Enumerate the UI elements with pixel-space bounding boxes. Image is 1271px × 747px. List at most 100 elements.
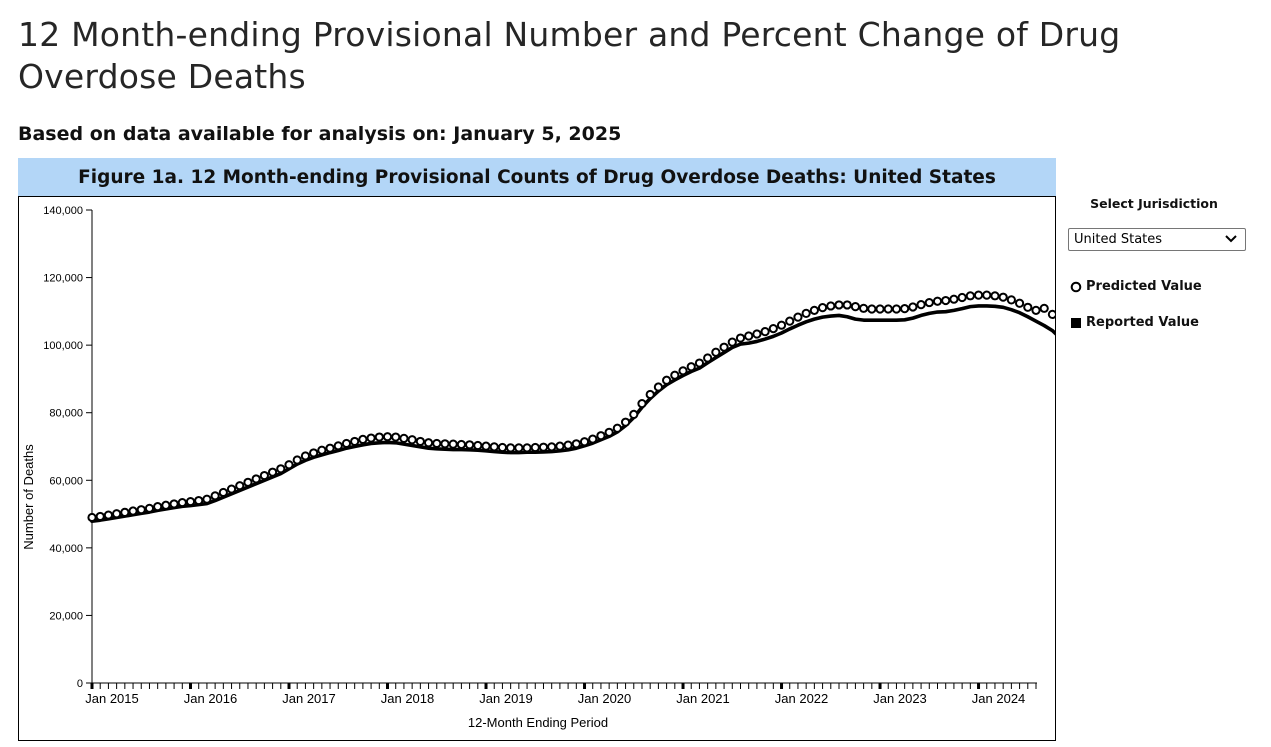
- predicted-value-point: [481, 441, 491, 451]
- predicted-value-point: [506, 443, 516, 453]
- predicted-value-point: [1014, 298, 1025, 308]
- x-tick-label: Jan 2024: [972, 691, 1026, 706]
- overdose-deaths-chart: 0 20,000 40,000 60,000 80,000 100,000 120,000 1…: [21, 205, 1055, 730]
- predicted-value-point: [932, 296, 943, 306]
- x-tick-label: Jan 2017: [282, 691, 336, 706]
- predicted-value-point: [473, 440, 483, 451]
- predicted-value-series: [87, 290, 1055, 523]
- y-tick-label: 0: [77, 678, 83, 690]
- predicted-value-point: [309, 448, 319, 458]
- predicted-value-point: [941, 295, 951, 306]
- predicted-value-point: [826, 301, 836, 311]
- predicted-value-point: [571, 439, 581, 449]
- predicted-value-point: [629, 409, 639, 420]
- predicted-value-point: [243, 477, 253, 487]
- predicted-value-point: [900, 304, 910, 314]
- predicted-value-point: [949, 294, 959, 304]
- predicted-value-point: [432, 438, 442, 449]
- predicted-value-point: [194, 495, 204, 506]
- figure-title: Figure 1a. 12 Month-ending Provisional C…: [78, 167, 996, 188]
- predicted-value-point: [973, 290, 984, 300]
- y-tick-label: 40,000: [49, 543, 83, 555]
- predicted-value-point: [604, 427, 614, 437]
- predicted-value-point: [776, 320, 787, 330]
- data-date-subtitle: Based on data available for analysis on:…: [18, 123, 622, 145]
- predicted-value-point: [210, 491, 220, 501]
- legend-predicted-label: Predicted Value: [1086, 279, 1202, 294]
- predicted-value-point: [1047, 309, 1055, 319]
- predicted-value-point: [423, 438, 434, 448]
- predicted-value-point: [202, 494, 212, 504]
- predicted-value-point: [350, 436, 360, 447]
- predicted-value-point: [1039, 303, 1049, 313]
- predicted-value-point: [465, 440, 475, 450]
- y-tick-label: 60,000: [49, 475, 83, 487]
- predicted-value-point: [834, 300, 844, 310]
- predicted-value-point: [612, 423, 622, 433]
- predicted-value-point: [694, 358, 705, 368]
- predicted-value-point: [547, 442, 557, 452]
- predicted-value-point: [112, 509, 122, 519]
- figure-title-banner: Figure 1a. 12 Month-ending Provisional C…: [18, 158, 1056, 196]
- predicted-value-point: [957, 292, 967, 303]
- predicted-value-point: [325, 443, 335, 453]
- predicted-value-point: [1031, 305, 1041, 315]
- predicted-value-point: [891, 304, 902, 314]
- predicted-value-point: [859, 303, 869, 313]
- predicted-value-point: [883, 304, 893, 314]
- predicted-value-point: [793, 312, 803, 322]
- y-tick-label: 140,000: [43, 205, 83, 217]
- predicted-value-point: [358, 434, 368, 445]
- predicted-value-point: [136, 505, 146, 515]
- predicted-value-point: [1023, 302, 1033, 312]
- predicted-value-point: [645, 389, 655, 400]
- predicted-value-point: [719, 342, 729, 352]
- predicted-value-point: [752, 329, 762, 339]
- predicted-value-point: [727, 337, 737, 347]
- predicted-value-point: [95, 511, 105, 522]
- predicted-value-point: [620, 417, 631, 427]
- predicted-value-point: [555, 441, 565, 451]
- predicted-value-point: [990, 291, 1000, 301]
- y-tick-label: 80,000: [49, 408, 83, 420]
- predicted-value-point: [177, 497, 187, 508]
- predicted-value-point: [169, 499, 179, 509]
- predicted-value-point: [785, 316, 795, 326]
- chevron-down-icon: [1225, 235, 1237, 243]
- x-axis-title: 12-Month Ending Period: [468, 715, 608, 730]
- predicted-value-point: [579, 437, 590, 447]
- predicted-value-point: [744, 331, 754, 341]
- selected-jurisdiction-value: United States: [1074, 232, 1163, 247]
- page-title: 12 Month-ending Provisional Number and P…: [18, 15, 1121, 96]
- predicted-value-point: [916, 300, 926, 310]
- predicted-value-point: [333, 441, 343, 451]
- jurisdiction-select[interactable]: United States: [1068, 228, 1246, 251]
- chart-container: 0 20,000 40,000 60,000 80,000 100,000 120,000 1…: [18, 196, 1056, 741]
- predicted-value-point: [760, 327, 770, 337]
- predicted-value-point: [563, 440, 573, 450]
- predicted-value-point: [407, 435, 417, 445]
- predicted-value-point: [415, 436, 425, 447]
- x-tick-label: Jan 2020: [578, 691, 632, 706]
- predicted-value-point: [317, 445, 327, 455]
- predicted-value-point: [161, 500, 171, 510]
- x-tick-label: Jan 2022: [775, 691, 829, 706]
- predicted-value-point: [982, 290, 992, 300]
- select-jurisdiction-label: Select Jurisdiction: [1090, 196, 1218, 211]
- x-tick-label: Jan 2016: [184, 691, 238, 706]
- predicted-value-point: [218, 487, 228, 498]
- predicted-value-point: [292, 455, 302, 465]
- predicted-value-point: [399, 433, 409, 443]
- predicted-value-point: [87, 512, 97, 523]
- predicted-value-point: [235, 481, 245, 491]
- x-tick-label: Jan 2018: [381, 691, 435, 706]
- x-tick-label: Jan 2023: [873, 691, 927, 706]
- filled-square-icon: [1071, 318, 1081, 328]
- predicted-value-point: [259, 470, 269, 481]
- x-tick-label: Jan 2021: [676, 691, 730, 706]
- predicted-value-point: [1006, 295, 1016, 305]
- predicted-value-point: [284, 460, 294, 470]
- x-tick-label: Jan 2015: [85, 691, 139, 706]
- predicted-value-point: [678, 366, 688, 376]
- y-axis-title: Number of Deaths: [21, 444, 36, 550]
